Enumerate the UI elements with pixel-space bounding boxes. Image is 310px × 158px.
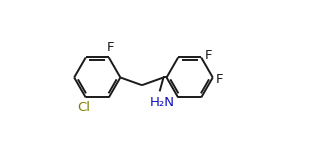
Text: Cl: Cl — [78, 101, 91, 114]
Text: F: F — [107, 41, 114, 54]
Text: H₂N: H₂N — [149, 96, 175, 109]
Text: F: F — [204, 49, 212, 62]
Text: F: F — [216, 73, 223, 85]
